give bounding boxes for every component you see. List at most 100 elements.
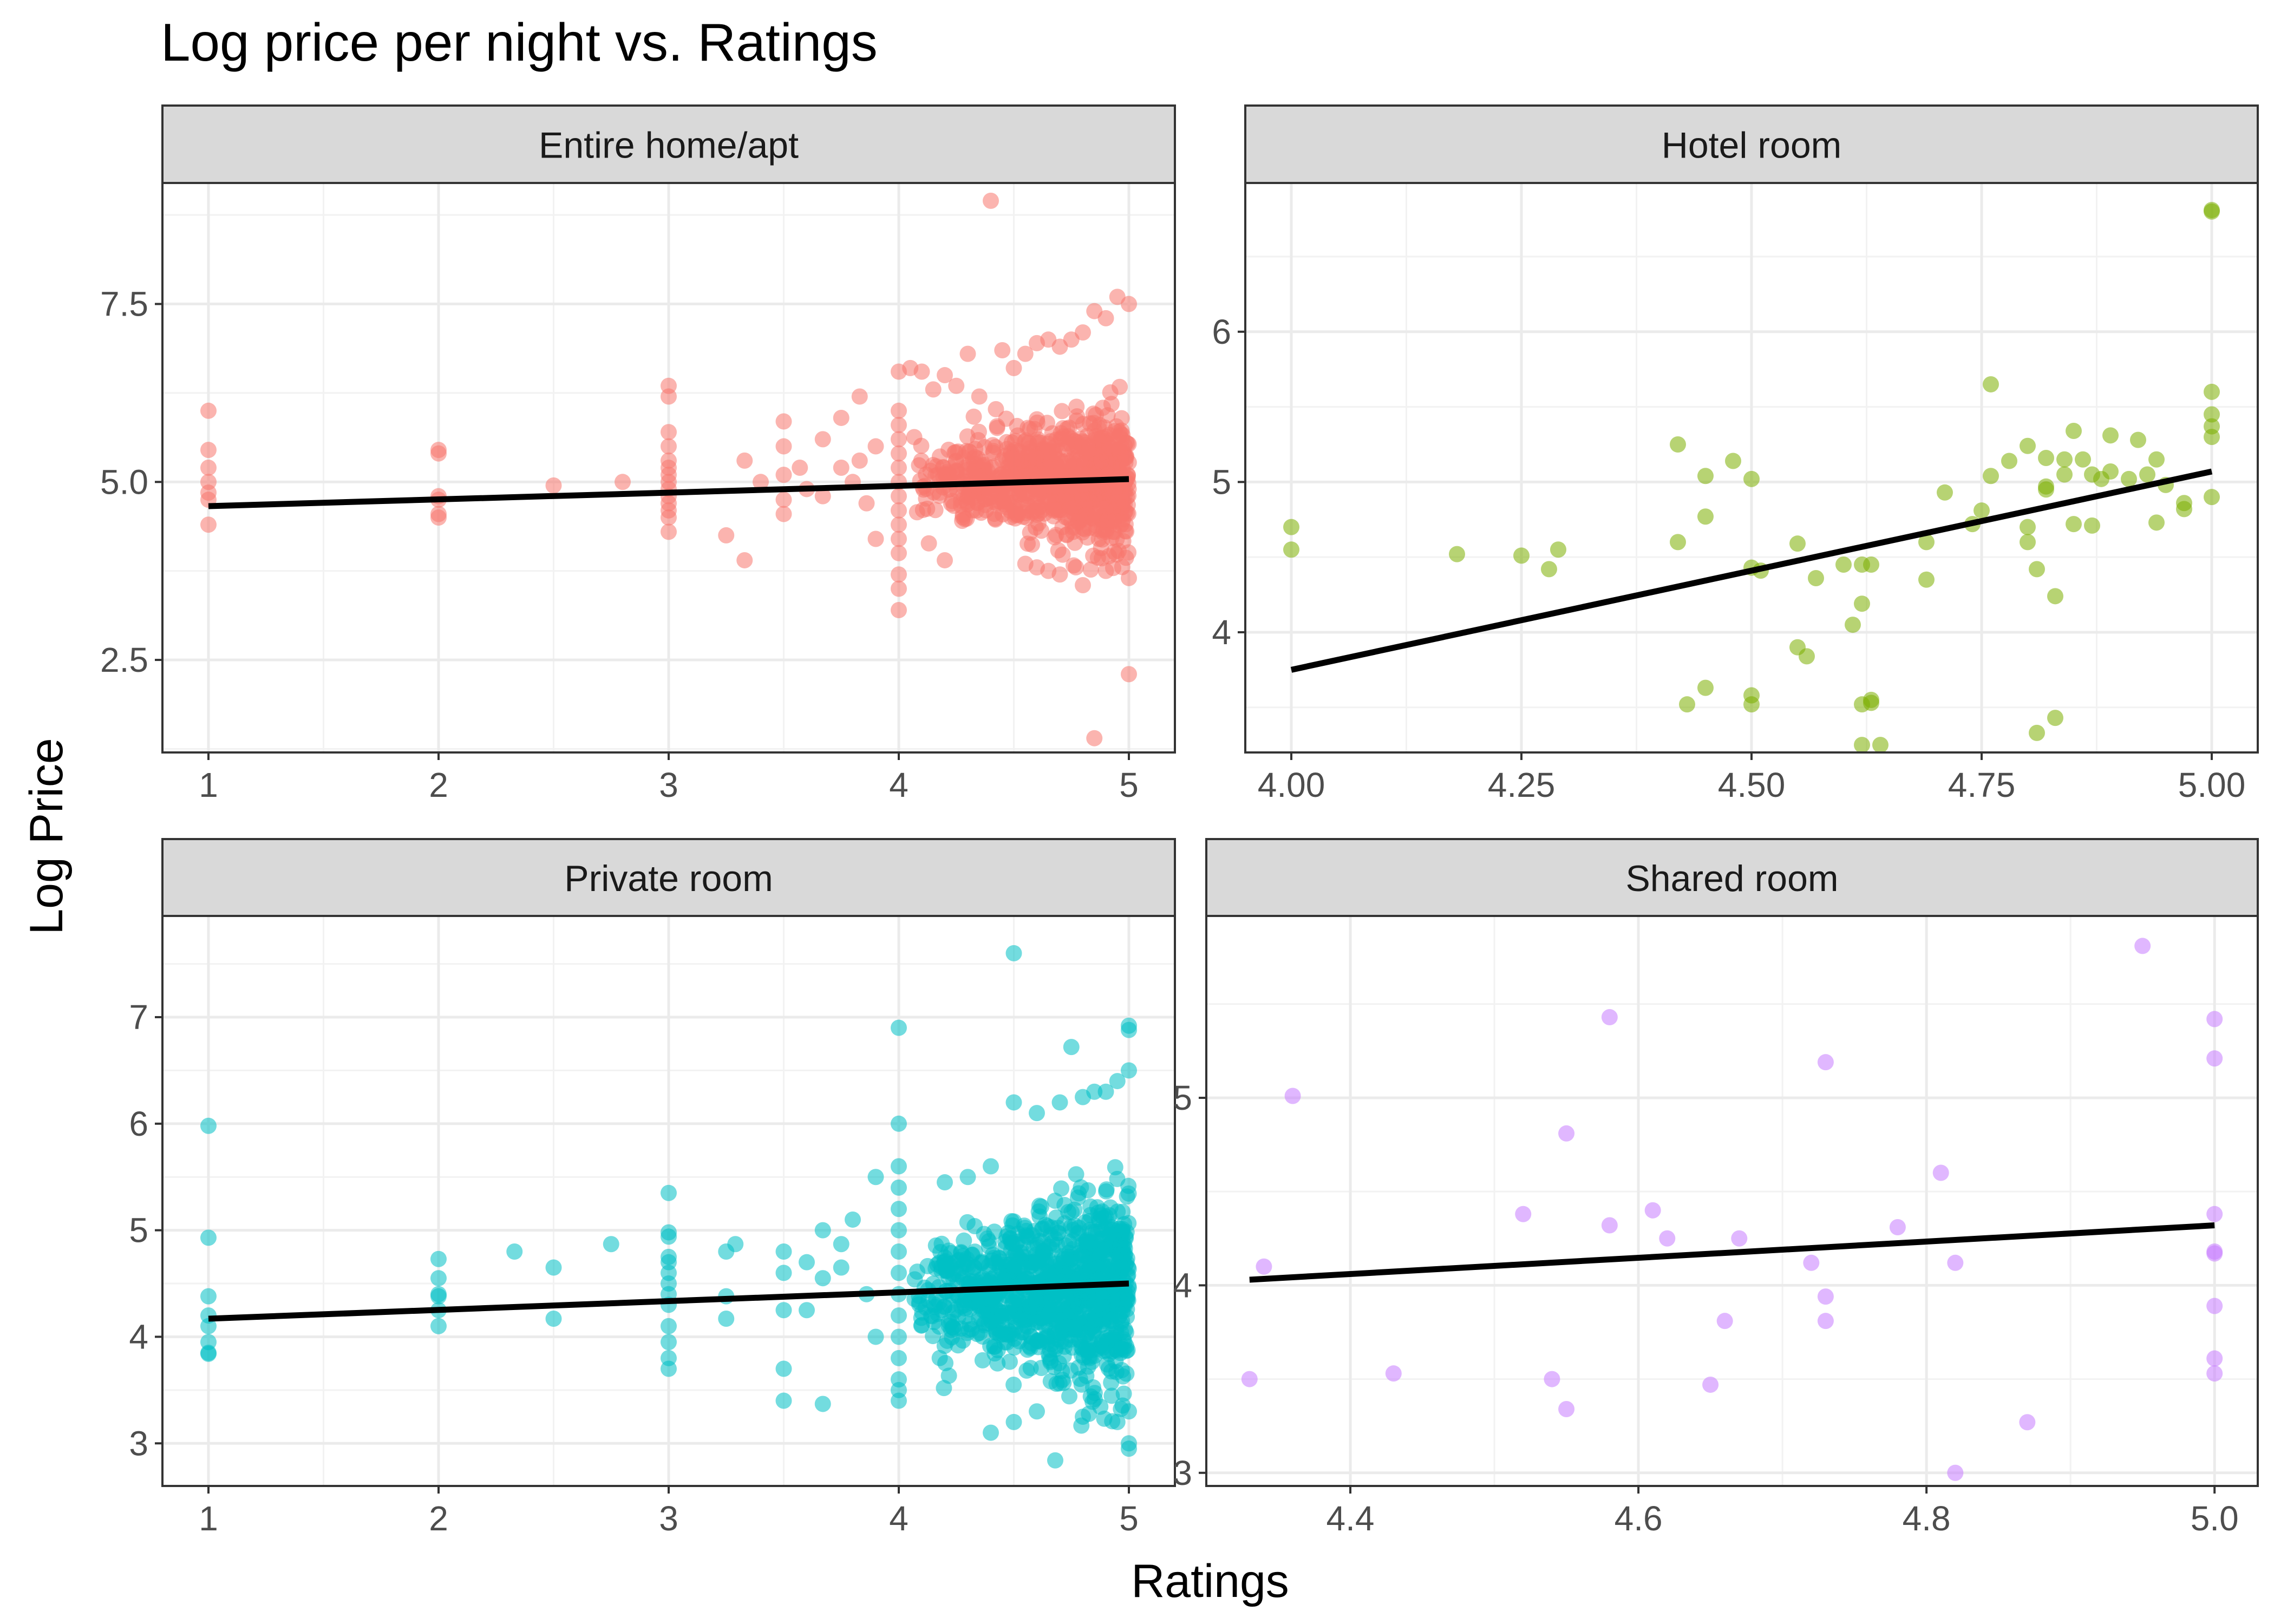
data-point bbox=[1034, 1221, 1050, 1237]
data-point bbox=[959, 1169, 976, 1186]
x-tick-label: 5 bbox=[1119, 1499, 1139, 1538]
data-point bbox=[950, 1266, 966, 1283]
data-point bbox=[1121, 666, 1137, 683]
data-point bbox=[2102, 463, 2119, 480]
data-point bbox=[1008, 505, 1024, 522]
data-layer bbox=[1241, 938, 2223, 1481]
y-axis-title: Log Price bbox=[21, 738, 73, 934]
data-point bbox=[931, 1294, 948, 1311]
data-point bbox=[1112, 1345, 1129, 1361]
data-point bbox=[1109, 1073, 1126, 1090]
data-point bbox=[799, 1254, 815, 1271]
data-point bbox=[661, 424, 677, 441]
data-point bbox=[1060, 1203, 1077, 1220]
data-point bbox=[1024, 465, 1041, 482]
data-point bbox=[1918, 571, 1935, 588]
x-axis-title: Ratings bbox=[1131, 1555, 1289, 1607]
data-point bbox=[891, 502, 907, 519]
data-point bbox=[1449, 546, 1465, 562]
data-point bbox=[891, 1019, 907, 1036]
data-point bbox=[661, 1184, 677, 1201]
data-point bbox=[545, 477, 562, 494]
data-point bbox=[1051, 501, 1068, 518]
data-point bbox=[2056, 466, 2073, 483]
data-point bbox=[913, 1317, 930, 1333]
data-point bbox=[2038, 449, 2054, 466]
y-tick-label: 4 bbox=[1173, 1266, 1192, 1305]
data-point bbox=[959, 345, 976, 362]
data-point bbox=[814, 1396, 831, 1412]
data-point bbox=[1006, 1339, 1023, 1356]
data-point bbox=[1079, 1292, 1096, 1308]
data-point bbox=[1010, 462, 1027, 479]
x-tick-label: 2 bbox=[429, 765, 448, 804]
data-point bbox=[2056, 451, 2073, 468]
data-point bbox=[2075, 451, 2091, 468]
y-tick-label: 5 bbox=[1212, 462, 1231, 501]
data-point bbox=[2001, 453, 2017, 469]
y-tick-label: 5 bbox=[129, 1211, 148, 1250]
data-point bbox=[1059, 1300, 1076, 1317]
data-point bbox=[2204, 489, 2220, 506]
y-tick-label: 5 bbox=[1173, 1078, 1192, 1117]
data-point bbox=[2139, 466, 2155, 483]
data-point bbox=[200, 442, 217, 459]
data-point bbox=[1005, 945, 1022, 961]
data-point bbox=[891, 1222, 907, 1239]
facet-panel-4: Shared room 4.4 4.6 4.8 5.0 3 4 5 bbox=[1173, 838, 2259, 1538]
data-point bbox=[1283, 541, 1299, 558]
data-point bbox=[1121, 1062, 1137, 1079]
data-point bbox=[615, 474, 631, 490]
data-point bbox=[1731, 1230, 1748, 1247]
data-point bbox=[1026, 421, 1043, 437]
data-point bbox=[1937, 484, 1953, 501]
data-point bbox=[1075, 324, 1091, 341]
y-tick-label: 6 bbox=[129, 1104, 148, 1143]
y-tick-label: 7.5 bbox=[100, 285, 148, 324]
data-point bbox=[814, 1222, 831, 1239]
x-tick-label: 1 bbox=[199, 1499, 218, 1538]
data-point bbox=[1889, 1219, 1906, 1235]
y-tick-label: 6 bbox=[1212, 312, 1231, 351]
data-point bbox=[891, 1201, 907, 1217]
data-point bbox=[1544, 1371, 1560, 1387]
data-point bbox=[961, 443, 978, 460]
data-point bbox=[1670, 534, 1686, 551]
data-point bbox=[1103, 529, 1120, 546]
data-point bbox=[1053, 1180, 1070, 1197]
data-point bbox=[891, 1243, 907, 1260]
data-point bbox=[1659, 1230, 1676, 1247]
data-point bbox=[2206, 1365, 2223, 1382]
data-point bbox=[430, 509, 447, 526]
data-point bbox=[933, 1235, 950, 1252]
data-point bbox=[971, 388, 988, 405]
data-point bbox=[2084, 517, 2100, 534]
data-point bbox=[430, 1318, 447, 1334]
data-point bbox=[1061, 1234, 1077, 1250]
data-point bbox=[775, 492, 792, 508]
data-point bbox=[1070, 1185, 1087, 1202]
data-point bbox=[946, 444, 963, 461]
data-point bbox=[1107, 1159, 1123, 1176]
facet-strip-label: Entire home/apt bbox=[539, 125, 799, 166]
data-point bbox=[1005, 1094, 1022, 1111]
data-point bbox=[2206, 1050, 2223, 1067]
data-point bbox=[545, 1259, 562, 1276]
data-point bbox=[1061, 1388, 1078, 1405]
data-point bbox=[1644, 1202, 1661, 1219]
data-point bbox=[1256, 1258, 1272, 1275]
data-point bbox=[1060, 428, 1076, 445]
data-point bbox=[1054, 403, 1070, 420]
data-point bbox=[1983, 468, 1999, 484]
data-point bbox=[891, 488, 907, 505]
data-point bbox=[1601, 1009, 1618, 1026]
data-point bbox=[1121, 1403, 1137, 1420]
data-point bbox=[1086, 1083, 1103, 1100]
data-point bbox=[959, 1255, 976, 1272]
data-point bbox=[1550, 541, 1566, 558]
x-tick-label: 4.00 bbox=[1258, 765, 1325, 804]
data-point bbox=[994, 342, 1011, 359]
data-point bbox=[1103, 1387, 1120, 1404]
data-point bbox=[1040, 1263, 1056, 1280]
data-point bbox=[718, 527, 735, 543]
